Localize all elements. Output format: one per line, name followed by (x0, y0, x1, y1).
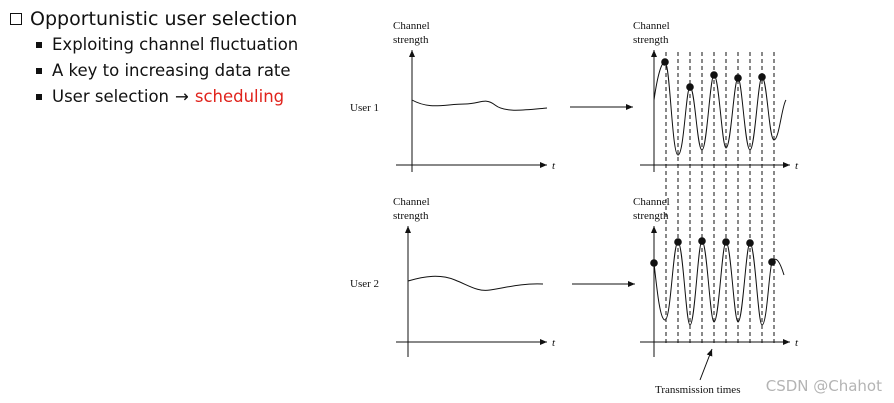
y-axis-label-line1: Channel (633, 196, 670, 208)
y-axis-label-line2: strength (393, 210, 429, 222)
x-axis-label: t (795, 337, 799, 349)
user1-fluctuating-curve (653, 61, 787, 156)
y-axis-label-line2: strength (633, 210, 669, 222)
y-axis-label-line2: strength (633, 34, 669, 46)
checkbox-bullet-icon (10, 13, 22, 25)
selected-point (734, 74, 742, 82)
x-axis-label: t (552, 160, 556, 172)
user2-smooth-plot: Channel strength t (393, 196, 556, 357)
scheduling-highlight: scheduling (194, 87, 285, 106)
selected-point (661, 58, 669, 66)
bullet-item-text: User selection (52, 87, 170, 106)
y-axis-label-line1: Channel (633, 20, 670, 32)
selected-point (768, 258, 776, 266)
bullet-item-text: Exploiting channel fluctuation (52, 35, 299, 54)
square-bullet-icon (36, 94, 42, 100)
user2-fluctuating-curve (653, 240, 785, 326)
bullet-list: Opportunistic user selection Exploiting … (10, 6, 298, 110)
bullet-item: Exploiting channel fluctuation (10, 32, 298, 58)
square-bullet-icon (36, 42, 42, 48)
watermark: CSDN @Chahot (765, 377, 882, 395)
bullet-item: A key to increasing data rate (10, 58, 298, 84)
user1-label: User 1 (350, 102, 379, 114)
user2-selected-points (650, 237, 776, 267)
selected-point (650, 259, 658, 267)
right-arrow-icon: → (175, 87, 189, 106)
user1-smooth-plot: Channel strength t (393, 20, 556, 172)
square-bullet-icon (36, 68, 42, 74)
x-axis-label: t (552, 337, 556, 349)
heading-text: Opportunistic user selection (30, 8, 298, 30)
transmission-times-label: Transmission times (655, 384, 740, 396)
y-axis-label-line2: strength (393, 34, 429, 46)
bullet-item-text: A key to increasing data rate (52, 61, 291, 80)
y-axis-label-line1: Channel (393, 196, 430, 208)
bullet-item: User selection → scheduling (10, 84, 298, 110)
user1-channel-curve (411, 99, 548, 111)
x-axis-label: t (795, 160, 799, 172)
y-axis-label-line1: Channel (393, 20, 430, 32)
transmission-times-pointer (699, 348, 713, 381)
bullet-heading: Opportunistic user selection (10, 6, 298, 32)
user2-channel-curve (407, 275, 544, 291)
user2-label: User 2 (350, 278, 379, 290)
